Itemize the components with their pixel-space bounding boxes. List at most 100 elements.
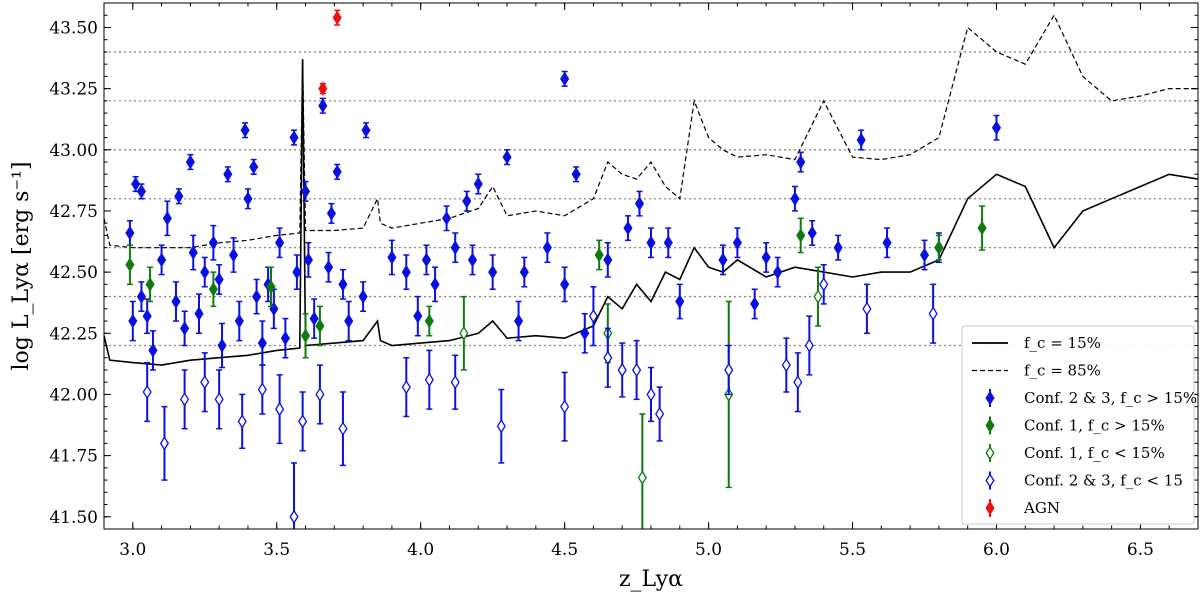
data-point-conf23_gt xyxy=(442,211,452,226)
data-point-conf23_gt xyxy=(361,123,371,138)
data-point-conf23_gt xyxy=(919,247,930,263)
data-point-conf23_lt xyxy=(298,414,308,429)
data-point-conf23_gt xyxy=(309,311,319,326)
y-tick-label: 42.50 xyxy=(49,263,98,283)
data-point-conf23_lt xyxy=(275,401,285,417)
legend-label-conf1_lt: Conf. 1, f_c < 15% xyxy=(1024,444,1165,462)
data-point-conf23_gt xyxy=(580,326,590,341)
data-point-conf23_gt xyxy=(421,252,432,268)
data-point-conf23_gt xyxy=(773,264,783,280)
legend-label-fc85: f_c = 85% xyxy=(1024,362,1101,380)
legend-box xyxy=(961,325,1195,525)
data-point-conf23_gt xyxy=(125,225,135,241)
data-point-conf23_gt xyxy=(488,264,498,280)
y-tick-label: 42.25 xyxy=(49,324,98,344)
data-point-conf23_lt xyxy=(560,399,570,414)
legend: f_c = 15% f_c = 85% Conf. 2 & 3, f_c > 15%… xyxy=(961,325,1197,525)
data-point-conf23_lt xyxy=(142,384,152,400)
data-point-conf23_gt xyxy=(856,132,866,148)
data-point-conf1_gt xyxy=(424,313,434,329)
data-point-conf23_gt xyxy=(430,277,440,292)
data-point-conf23_lt xyxy=(450,374,460,390)
data-point-conf23_gt xyxy=(603,252,613,268)
data-point-conf23_lt xyxy=(724,362,734,378)
data-point-conf23_gt xyxy=(243,191,253,206)
data-point-conf23_gt xyxy=(217,338,227,353)
data-point-conf23_gt xyxy=(718,252,728,268)
data-point-conf23_lt xyxy=(603,350,613,365)
data-point-conf23_gt xyxy=(796,154,806,170)
data-point-conf23_lt xyxy=(289,509,299,524)
data-point-conf23_gt xyxy=(387,250,397,265)
data-point-conf23_gt xyxy=(450,240,460,255)
data-point-conf23_lt xyxy=(180,392,190,407)
x-tick-label: 3.0 xyxy=(119,540,146,560)
data-point-conf23_gt xyxy=(790,191,800,206)
y-tick-label: 41.50 xyxy=(49,508,98,528)
data-point-conf23_gt xyxy=(188,245,198,260)
legend-swatch-conf1_lt xyxy=(985,445,995,461)
data-point-conf1_gt xyxy=(796,228,806,243)
y-tick-label: 41.75 xyxy=(49,447,98,467)
data-point-conf23_gt xyxy=(338,277,348,292)
data-point-conf1_gt xyxy=(934,240,944,255)
y-tick-label: 42.00 xyxy=(49,385,98,405)
data-point-conf23_gt xyxy=(148,343,158,358)
data-point-conf23_lt xyxy=(632,362,642,378)
data-point-conf23_lt xyxy=(200,374,210,390)
data-point-conf23_gt xyxy=(833,240,843,255)
data-point-conf23_gt xyxy=(208,235,218,250)
x-tick-label: 4.5 xyxy=(551,540,578,560)
data-point-conf23_gt xyxy=(136,184,146,199)
data-point-conf23_gt xyxy=(732,235,742,250)
data-point-conf23_gt xyxy=(174,189,184,204)
data-point-agn xyxy=(332,10,342,25)
y-tick-label: 42.75 xyxy=(49,202,98,222)
model-curves xyxy=(104,13,1198,366)
legend-swatch-conf1_gt xyxy=(985,418,995,433)
data-point-conf23_lt xyxy=(819,277,829,292)
y-tick-label: 43.50 xyxy=(49,18,98,38)
data-point-conf23_lt xyxy=(781,357,791,373)
legend-label-agn: AGN xyxy=(1023,499,1060,517)
y-axis-label: log L_Lyα [erg s⁻¹] xyxy=(9,162,34,371)
legend-label-fc15: f_c = 15% xyxy=(1024,334,1101,352)
data-point-conf23_gt xyxy=(623,220,633,236)
data-point-conf23_lt xyxy=(257,382,267,397)
data-point-conf23_gt xyxy=(571,167,581,182)
data-point-conf23_gt xyxy=(646,235,656,250)
data-point-conf1_gt xyxy=(300,328,311,343)
x-tick-label: 6.0 xyxy=(983,540,1010,560)
data-point-conf23_lt xyxy=(617,362,627,378)
data-point-conf23_gt xyxy=(473,176,483,192)
y-tick-label: 43.25 xyxy=(49,80,98,100)
data-point-conf23_lt xyxy=(496,419,506,434)
data-point-conf23_gt xyxy=(289,130,299,145)
data-point-conf23_gt xyxy=(318,98,328,113)
data-point-conf23_lt xyxy=(655,406,665,422)
data-point-conf23_gt xyxy=(467,252,478,268)
curve-fc15 xyxy=(104,59,1198,366)
data-point-conf23_gt xyxy=(131,176,141,192)
data-point-conf23_gt xyxy=(344,313,354,329)
data-point-conf23_gt xyxy=(128,313,138,329)
data-point-conf23_gt xyxy=(180,321,190,336)
data-point-conf23_gt xyxy=(750,296,760,312)
x-axis-label: z_Lyα xyxy=(619,567,683,592)
data-point-conf23_gt xyxy=(240,123,250,138)
axis-ticks: 3.0 3.5 4.0 4.5 5.0 5.5 6.0 6.5 41.50 41.75 42.00 4… xyxy=(49,2,1199,560)
data-point-conf23_gt xyxy=(991,120,1002,135)
data-point-conf23_gt xyxy=(157,252,167,268)
data-point-conf23_gt xyxy=(194,306,204,321)
data-point-conf23_gt xyxy=(401,264,411,280)
x-tick-label: 5.5 xyxy=(839,540,866,560)
data-point-conf23_lt xyxy=(588,308,598,324)
legend-swatch-conf23_gt xyxy=(985,390,995,406)
data-point-conf23_gt xyxy=(675,294,685,309)
data-point-conf23_gt xyxy=(257,335,267,351)
data-point-conf23_gt xyxy=(519,264,529,280)
legend-label-conf1_gt: Conf. 1, f_c > 15% xyxy=(1024,417,1165,435)
legend-swatch-agn xyxy=(985,500,995,516)
data-point-conf23_gt xyxy=(200,264,210,280)
data-point-conf23_gt xyxy=(560,71,570,87)
